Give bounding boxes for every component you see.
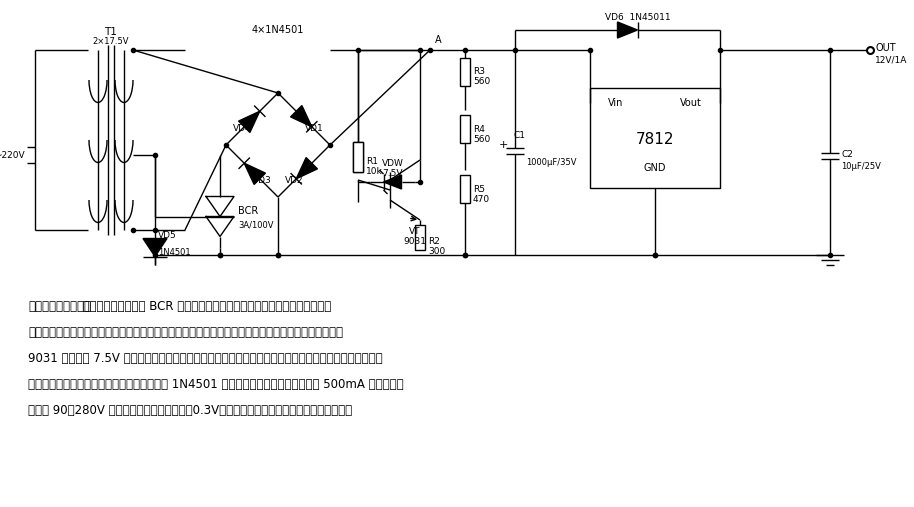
Text: VD6  1N45011: VD6 1N45011 [605,14,670,22]
Text: R2: R2 [428,237,440,246]
Text: Vout: Vout [680,98,702,108]
Polygon shape [618,22,637,38]
Polygon shape [244,163,265,185]
Text: 4×1N4501: 4×1N4501 [252,25,304,35]
Text: VD1: VD1 [304,124,324,133]
Text: 7.5V: 7.5V [382,169,403,178]
Text: VD5: VD5 [158,231,176,240]
Text: 2×17.5V: 2×17.5V [92,38,129,47]
Text: R1: R1 [366,157,378,165]
Bar [353,142,363,172]
Text: VDW: VDW [381,160,403,168]
Text: C2: C2 [841,150,853,159]
Text: 10μF/25V: 10μF/25V [841,162,881,171]
Bar [353,142,363,172]
Text: 9031 三极管和 7.5V 稳压管组成换接控制电路。当电源电压大幅度变化时，整流电路也能自动适应。为稳: 9031 三极管和 7.5V 稳压管组成换接控制电路。当电源电压大幅度变化时，整… [28,352,383,365]
Text: 本电路由双向晶闸管 BCR 作整流方式的转接开关，可根据电源电压的高低自: 本电路由双向晶闸管 BCR 作整流方式的转接开关，可根据电源电压的高低自 [76,300,332,313]
Text: 7812: 7812 [636,132,675,148]
Text: Vin: Vin [608,98,623,108]
Bar [460,175,470,203]
Polygon shape [384,175,401,189]
Polygon shape [296,158,317,179]
Text: GND: GND [643,163,666,173]
Text: R5: R5 [473,185,485,194]
Bar [590,88,720,188]
Text: C1: C1 [513,131,525,140]
Text: T1: T1 [104,27,117,37]
Text: 470: 470 [473,195,490,203]
Text: 自适应直流稳压电路: 自适应直流稳压电路 [28,300,91,313]
Text: 3A/100V: 3A/100V [238,220,273,229]
Text: R3: R3 [473,67,485,77]
Text: 压部分提供正常的电压，使其输出稳定。图中 1N4501 起隔离作用。本电路在负载电流 500mA 时，当电源: 压部分提供正常的电压，使其输出稳定。图中 1N4501 起隔离作用。本电路在负载… [28,378,404,391]
Polygon shape [143,238,167,257]
Polygon shape [291,105,312,127]
Text: 560: 560 [473,78,490,87]
Text: 560: 560 [473,134,490,143]
Polygon shape [239,111,260,132]
Text: BCR: BCR [238,206,259,216]
Text: +: + [498,140,507,151]
Text: 300: 300 [428,247,445,256]
Text: 1N4501: 1N4501 [158,248,191,257]
Text: 12V/1A: 12V/1A [875,55,908,64]
Bar [415,225,425,250]
Text: 10k: 10k [366,166,383,175]
Text: VD4: VD4 [233,124,251,133]
Text: 9031: 9031 [403,237,427,246]
Text: VT: VT [409,228,420,236]
Text: VD2: VD2 [285,176,303,186]
Text: R4: R4 [473,125,484,133]
Text: 动改变整流电路工作方式。电压较高时，工作于中心抽头全波方式，反之则工作于桥式全波整流方式。: 动改变整流电路工作方式。电压较高时，工作于中心抽头全波方式，反之则工作于桥式全波… [28,326,343,339]
Text: 1000μF/35V: 1000μF/35V [526,158,577,167]
Bar [460,115,470,143]
Bar [460,58,470,86]
Text: A: A [435,35,441,45]
Text: OUT: OUT [875,43,896,53]
Text: VD3: VD3 [252,176,271,186]
Polygon shape [206,216,234,236]
Text: ~220V: ~220V [0,151,25,160]
Polygon shape [206,197,234,216]
Text: 电压从 90～280V 变化时，稳压器输出变化＜0.3V。此电路适用于电网电压变化较大的环境。: 电压从 90～280V 变化时，稳压器输出变化＜0.3V。此电路适用于电网电压变… [28,404,352,417]
